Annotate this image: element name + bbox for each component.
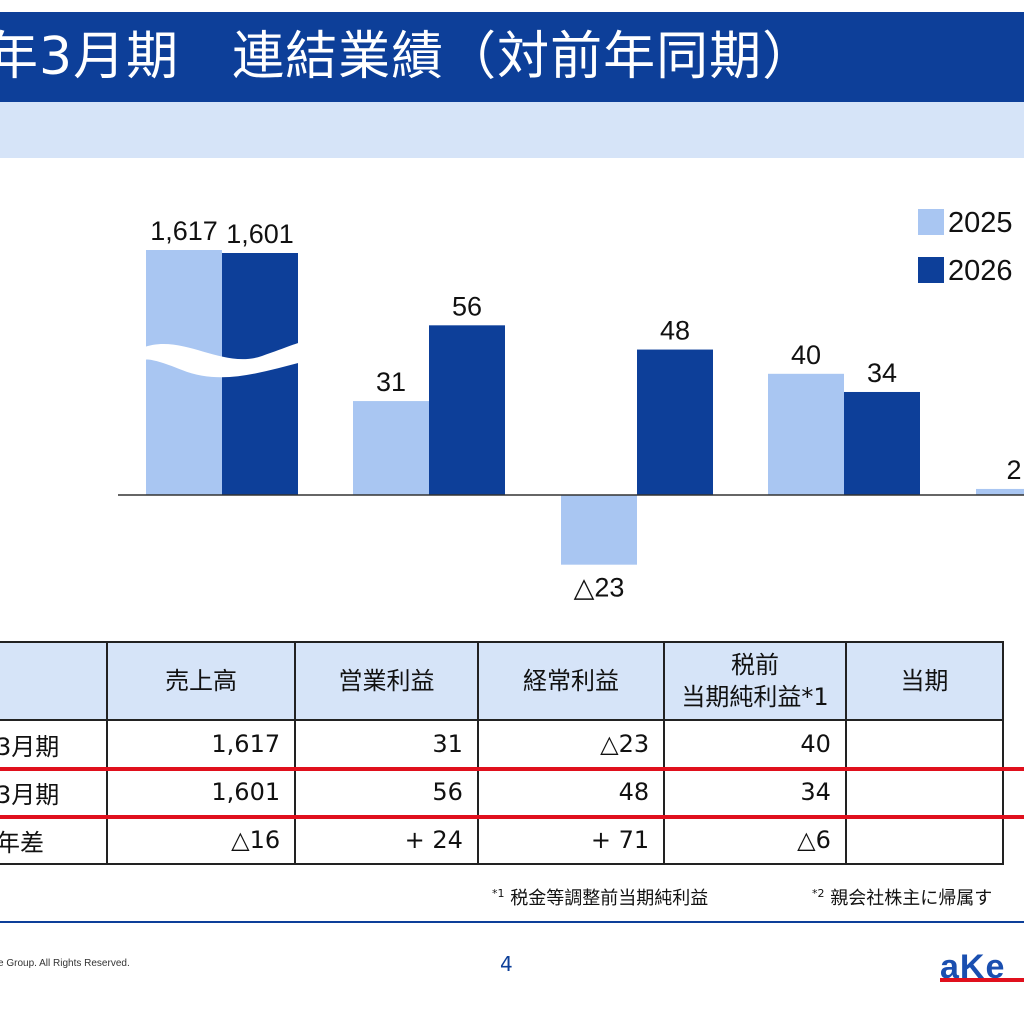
- data-label-2025-1: 31: [376, 367, 406, 397]
- cell: 31: [294, 719, 479, 769]
- data-label-2026-2: 48: [660, 316, 690, 346]
- table-header-pretax-line1: 税前: [730, 651, 779, 679]
- data-label-2026-1: 56: [452, 291, 482, 321]
- cell: 56: [294, 767, 479, 817]
- cell: + 24: [294, 815, 479, 865]
- cell: [844, 767, 1005, 817]
- table-header-row: 売上高 営業利益 経常利益 税前当期純利益*1 当期: [0, 641, 1005, 721]
- cell: [844, 815, 1005, 865]
- table-header-net-profit: 当期: [844, 641, 1005, 721]
- footer-rule: [0, 921, 1024, 923]
- data-label-2025-3: 40: [791, 340, 821, 370]
- row-label: 3月期: [0, 719, 108, 769]
- table-header-pretax-profit: 税前当期純利益*1: [663, 641, 847, 721]
- cell: 34: [663, 767, 847, 817]
- legend-swatch-2026: [918, 257, 944, 283]
- cell: 40: [663, 719, 847, 769]
- data-label-2025-0: 1,617: [150, 216, 218, 246]
- table-row: 3月期 1,617 31 △23 40: [0, 719, 1005, 769]
- logo-underline: [940, 978, 1024, 982]
- data-label-2026-3: 34: [867, 358, 897, 388]
- footnote-1-mark: *1: [492, 887, 505, 900]
- page-number: 4: [500, 952, 513, 976]
- footnote-1-text: 税金等調整前当期純利益: [510, 888, 709, 909]
- title-bar: 年3月期 連結業績（対前年同期）: [0, 12, 1024, 102]
- bar-2025-3: [768, 373, 844, 495]
- table-header-ordinary-profit: 経常利益: [476, 641, 666, 721]
- table-header-blank: [0, 641, 108, 721]
- legend-label-2026: 2026: [948, 255, 1013, 287]
- table-row: 年差 △16 + 24 + 71 △6: [0, 815, 1005, 865]
- cell: △6: [663, 815, 847, 865]
- cell: △16: [105, 815, 297, 865]
- data-label-2025-2: △23: [574, 573, 625, 603]
- cell: [844, 719, 1005, 769]
- table-header-pretax-line2: 当期純利益*1: [681, 683, 829, 711]
- footnote-2: *2 親会社株主に帰属す: [812, 884, 992, 910]
- footnote-2-text: 親会社株主に帰属す: [830, 888, 993, 909]
- legend-swatch-2025: [918, 209, 944, 235]
- legend-label-2025: 2025: [948, 207, 1013, 239]
- results-table: 売上高 営業利益 経常利益 税前当期純利益*1 当期 3月期 1,617 31 …: [0, 641, 1005, 865]
- data-label-2026-0: 1,601: [226, 219, 294, 249]
- page-title: 年3月期 連結業績（対前年同期）: [0, 27, 816, 87]
- data-label-2025-4: 2: [1006, 455, 1021, 485]
- table-row: 3月期 1,601 56 48 34: [0, 767, 1005, 817]
- cell: 48: [476, 767, 666, 817]
- copyright-text: e Group. All Rights Reserved.: [0, 958, 130, 969]
- bar-2026-1: [429, 325, 505, 495]
- bar-2026-3: [844, 391, 920, 495]
- legend-item-2026: 2026: [918, 256, 1013, 286]
- highlight-line-bottom: [0, 815, 1024, 819]
- row-label: 3月期: [0, 767, 108, 817]
- cell: △23: [476, 719, 666, 769]
- cell: + 71: [476, 815, 666, 865]
- legend-item-2025: 2025: [918, 208, 1013, 238]
- cell: 1,617: [105, 719, 297, 769]
- footnote-2-mark: *2: [812, 887, 825, 900]
- footnote-1: *1 税金等調整前当期純利益: [492, 884, 708, 910]
- bar-2025-4: [976, 488, 1024, 495]
- table-header-sales: 売上高: [105, 641, 297, 721]
- bar-chart: 1,617 31 △23 40 2 1,601 56 48 34: [118, 216, 1024, 603]
- axis-break-wave: [142, 342, 302, 378]
- subtitle-band: [0, 102, 1024, 158]
- bar-2026-2: [637, 349, 713, 495]
- bar-2025-1: [353, 401, 429, 495]
- row-label: 年差: [0, 815, 108, 865]
- table-header-operating-profit: 営業利益: [294, 641, 479, 721]
- bar-2025-2: [561, 495, 637, 565]
- highlight-line-top: [0, 767, 1024, 771]
- cell: 1,601: [105, 767, 297, 817]
